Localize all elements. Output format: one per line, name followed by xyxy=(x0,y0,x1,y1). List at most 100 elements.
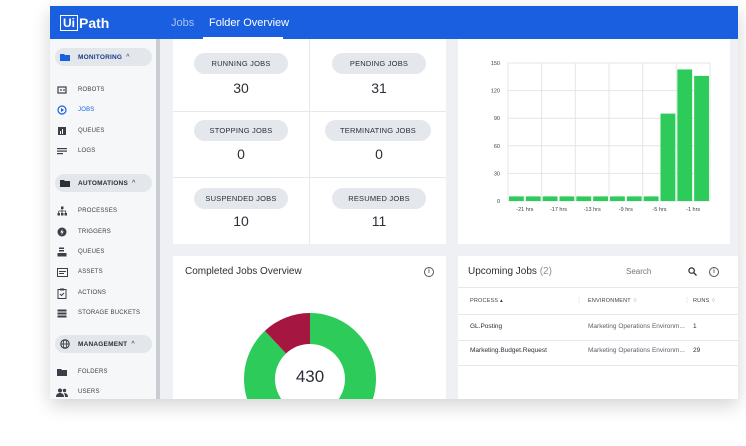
sidebar-item-label: FOLDERS xyxy=(78,369,108,375)
info-icon[interactable]: i xyxy=(709,267,719,277)
completed-jobs-card: Completed Jobs Overview i 430 xyxy=(173,256,446,399)
chart-bar[interactable] xyxy=(509,196,524,201)
sidebar-item-logs[interactable]: LOGS xyxy=(56,144,95,158)
column-header-environment[interactable]: ENVIRONMENT ♢ xyxy=(588,298,638,304)
trigger-bolt-icon xyxy=(56,226,68,238)
chart-bar[interactable] xyxy=(610,196,625,201)
divider xyxy=(309,39,310,244)
sidebar-item-label: USERS xyxy=(78,389,100,395)
chart-bar[interactable] xyxy=(593,196,608,201)
divider xyxy=(458,340,738,341)
section-label: MANAGEMENT xyxy=(78,340,128,348)
job-stats-card: RUNNING JOBS 30 PENDING JOBS 31 STOPPING… xyxy=(173,39,446,244)
sidebar-item-label: JOBS xyxy=(78,107,95,113)
environment-name: Marketing Operations Environm... xyxy=(588,347,685,354)
running-jobs-count: 30 xyxy=(233,80,249,96)
info-icon[interactable]: i xyxy=(424,267,434,277)
sidebar-item-users[interactable]: USERS xyxy=(56,385,100,399)
column-header-process[interactable]: PROCESS ▴ xyxy=(470,298,503,304)
chevron-up-icon[interactable]: ^ xyxy=(126,53,130,61)
sidebar-section-automations[interactable]: AUTOMATIONS ^ xyxy=(55,174,152,192)
column-resize-handle[interactable]: ⋮ xyxy=(576,298,582,304)
logo-box: Ui xyxy=(60,14,78,31)
sidebar-item-robots[interactable]: ROBOTS xyxy=(56,83,105,97)
divider xyxy=(173,111,446,112)
resumed-jobs-count: 11 xyxy=(371,213,387,229)
uipath-logo[interactable]: Ui Path xyxy=(60,14,109,31)
chart-bar[interactable] xyxy=(542,196,558,201)
runs-count: 29 xyxy=(693,347,701,354)
search-icon[interactable] xyxy=(688,267,697,276)
chart-bar[interactable] xyxy=(626,196,642,201)
sidebar-item-queues-2[interactable]: QUEUES xyxy=(56,245,105,259)
sidebar-item-queues[interactable]: QUEUES xyxy=(56,124,105,138)
x-tick-label: -5 hrs xyxy=(652,207,666,213)
process-name: Marketing.Budget.Request xyxy=(470,347,547,354)
queue-stack-icon xyxy=(56,246,68,258)
divider xyxy=(458,287,738,288)
sidebar-item-folders[interactable]: FOLDERS xyxy=(56,365,108,379)
sidebar-item-jobs[interactable]: JOBS xyxy=(56,103,94,117)
y-tick-label: 90 xyxy=(494,116,500,122)
suspended-jobs-count: 10 xyxy=(233,213,249,229)
terminating-jobs-count: 0 xyxy=(375,146,383,162)
pending-jobs-count: 31 xyxy=(371,80,387,96)
stopping-jobs-count: 0 xyxy=(237,146,245,162)
top-bar: Ui Path Jobs Folder Overview xyxy=(50,6,738,39)
section-label: AUTOMATIONS xyxy=(78,179,128,187)
sidebar-item-label: LOGS xyxy=(78,148,96,154)
sidebar-item-storage-buckets[interactable]: STORAGE BUCKETS xyxy=(56,306,140,320)
folder-icon xyxy=(56,366,68,378)
chevron-up-icon[interactable]: ^ xyxy=(132,179,136,187)
completed-jobs-title: Completed Jobs Overview xyxy=(185,266,302,277)
donut-segment-completed[interactable] xyxy=(244,313,376,399)
resumed-jobs-label[interactable]: RESUMED JOBS xyxy=(332,188,426,209)
sidebar-item-processes[interactable]: PROCESSES xyxy=(56,204,117,218)
x-tick-label: -1 hrs xyxy=(686,207,700,213)
sidebar-item-label: STORAGE BUCKETS xyxy=(78,310,141,316)
x-tick-label: -17 hrs xyxy=(550,207,567,213)
chart-bar[interactable] xyxy=(559,196,575,201)
chart-bar[interactable] xyxy=(660,113,676,201)
sidebar-item-assets[interactable]: ASSETS xyxy=(56,265,103,279)
upcoming-count: (2) xyxy=(539,266,552,277)
chart-bar[interactable] xyxy=(694,75,709,201)
process-tree-icon xyxy=(56,205,68,217)
chart-bar[interactable] xyxy=(643,196,659,201)
y-tick-label: 150 xyxy=(491,61,500,67)
logs-icon xyxy=(56,145,68,157)
sidebar-item-actions[interactable]: ACTIONS xyxy=(56,286,106,300)
sidebar-section-monitoring[interactable]: MONITORING ^ xyxy=(55,48,152,66)
running-jobs-label[interactable]: RUNNING JOBS xyxy=(194,53,288,74)
column-resize-handle[interactable]: ⋮ xyxy=(684,298,690,304)
chart-bar[interactable] xyxy=(576,196,592,201)
column-header-runs[interactable]: RUNS ♢ xyxy=(693,298,717,304)
chart-bar[interactable] xyxy=(677,69,693,201)
process-name: GL.Posting xyxy=(470,323,503,330)
donut-segment-other[interactable] xyxy=(264,313,310,354)
y-tick-label: 60 xyxy=(494,144,500,150)
sidebar-section-management[interactable]: MANAGEMENT ^ xyxy=(55,335,152,353)
sidebar-item-triggers[interactable]: TRIGGERS xyxy=(56,225,111,239)
app-window: Ui Path Jobs Folder Overview MONITORING … xyxy=(50,6,738,399)
tab-folder-overview[interactable]: Folder Overview xyxy=(209,17,290,29)
search-input[interactable] xyxy=(624,263,684,279)
active-tab-indicator xyxy=(203,37,283,39)
donut-center-value: 430 xyxy=(296,367,324,386)
x-tick-label: -13 hrs xyxy=(584,207,601,213)
sidebar-item-label: QUEUES xyxy=(78,128,105,134)
breadcrumb-jobs[interactable]: Jobs xyxy=(171,17,195,29)
stopping-jobs-label[interactable]: STOPPING JOBS xyxy=(194,120,288,141)
completed-jobs-donut: 430 xyxy=(244,313,376,399)
section-label: MONITORING xyxy=(78,53,123,61)
suspended-jobs-label[interactable]: SUSPENDED JOBS xyxy=(194,188,288,209)
chevron-up-icon[interactable]: ^ xyxy=(131,340,135,348)
y-tick-label: 0 xyxy=(497,199,500,205)
chart-bar[interactable] xyxy=(525,196,541,201)
terminating-jobs-label[interactable]: TERMINATING JOBS xyxy=(325,120,431,141)
pending-jobs-label[interactable]: PENDING JOBS xyxy=(332,53,426,74)
folder-icon xyxy=(60,54,70,61)
queue-chart-icon xyxy=(56,125,68,137)
sidebar: MONITORING ^ ROBOTS JOBS QUEUES LOGS AUT… xyxy=(50,39,160,399)
sidebar-item-label: TRIGGERS xyxy=(78,229,111,235)
